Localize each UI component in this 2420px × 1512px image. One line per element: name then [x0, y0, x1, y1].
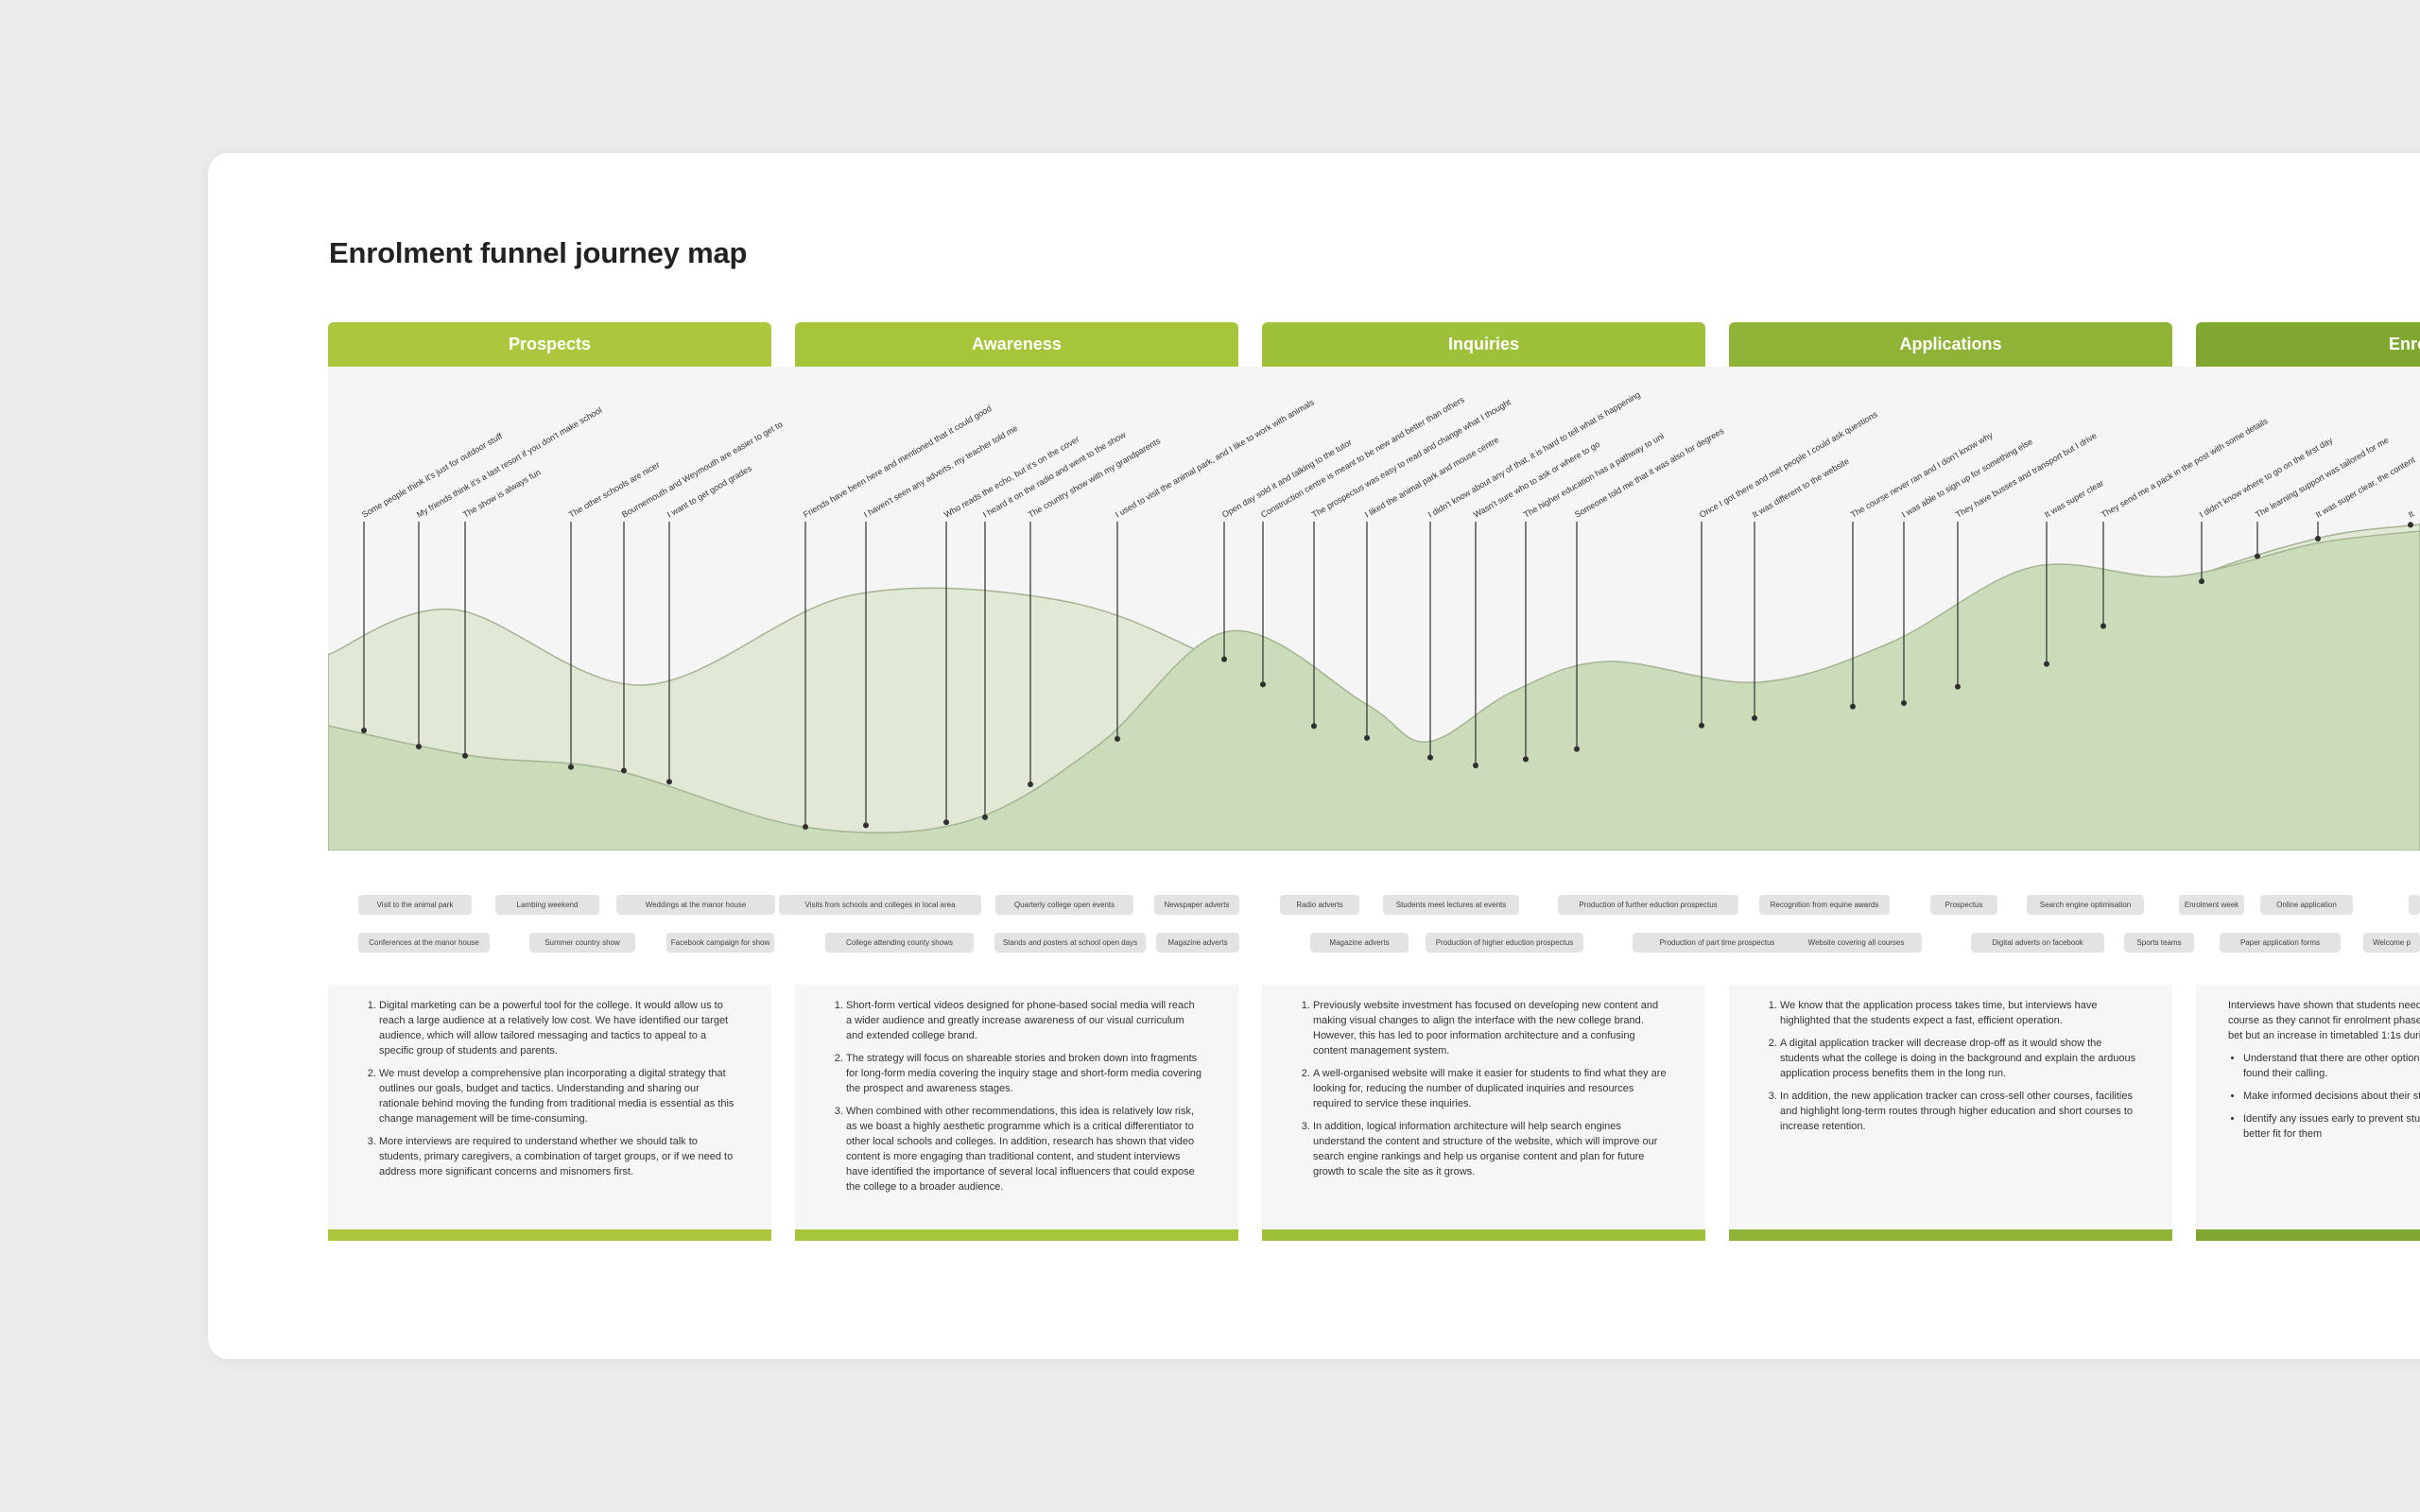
- touchpoint-chip: Visits from schools and colleges in loca…: [779, 895, 981, 915]
- touchpoint-chip: Magazine adverts: [1310, 933, 1409, 953]
- note-item: In addition, logical information archite…: [1313, 1119, 1669, 1179]
- note-item: Previously website investment has focuse…: [1313, 998, 1669, 1058]
- notes-bullets: Understand that there are other options …: [2228, 1051, 2420, 1142]
- touchpoint-chip: Paper application forms: [2220, 933, 2341, 953]
- note-item: We must develop a comprehensive plan inc…: [379, 1066, 735, 1126]
- note-item: More interviews are required to understa…: [379, 1134, 735, 1179]
- note-bullet: Make informed decisions about their stu …: [2243, 1089, 2420, 1104]
- notes-footer-bar: [1729, 1229, 2172, 1241]
- touchpoint-chip: College attending county shows: [825, 933, 974, 953]
- touchpoint-chip: Prospectus: [1930, 895, 1997, 915]
- touchpoint-chip: [2409, 895, 2420, 915]
- touchpoint-chip: Students meet lectures at events: [1383, 895, 1519, 915]
- touchpoint-chip: Search engine optimisation: [2027, 895, 2144, 915]
- emotion-curve-panel: [328, 367, 2420, 850]
- touchpoint-chip: Radio adverts: [1280, 895, 1359, 915]
- note-bullet: Understand that there are other options …: [2243, 1051, 2420, 1081]
- touchpoint-chip: Website covering all courses: [1790, 933, 1922, 953]
- note-item: We know that the application process tak…: [1780, 998, 2136, 1028]
- notes-footer-bar: [1262, 1229, 1705, 1241]
- notes-list: We know that the application process tak…: [1765, 998, 2136, 1134]
- notes-list: Digital marketing can be a powerful tool…: [364, 998, 735, 1179]
- notes-applications: We know that the application process tak…: [1729, 985, 2172, 1241]
- page-title: Enrolment funnel journey map: [329, 236, 748, 269]
- touchpoint-chip: Summer country show: [529, 933, 635, 953]
- note-item: Digital marketing can be a powerful tool…: [379, 998, 735, 1058]
- touchpoint-chip: Weddings at the manor house: [616, 895, 775, 915]
- touchpoint-chip: Production of further eduction prospectu…: [1558, 895, 1738, 915]
- touchpoint-chip: Sports teams: [2124, 933, 2194, 953]
- notes-footer-bar: [2196, 1229, 2420, 1241]
- note-intro: Interviews have shown that students need…: [2228, 1000, 2420, 1041]
- touchpoints-band: [328, 850, 2420, 985]
- notes-footer-bar: [795, 1229, 1238, 1241]
- touchpoint-chip: Enrolment week: [2179, 895, 2244, 915]
- notes-awareness: Short-form vertical videos designed for …: [795, 985, 1238, 1241]
- notes-enrolment: Interviews have shown that students need…: [2196, 985, 2420, 1241]
- note-item: A digital application tracker will decre…: [1780, 1036, 2136, 1081]
- note-item: In addition, the new application tracker…: [1780, 1089, 2136, 1134]
- touchpoint-chip: Newspaper adverts: [1154, 895, 1239, 915]
- notes-inquiries: Previously website investment has focuse…: [1262, 985, 1705, 1241]
- note-item: The strategy will focus on shareable sto…: [846, 1051, 1202, 1096]
- touchpoint-chip: Conferences at the manor house: [358, 933, 490, 953]
- touchpoint-chip: Lambing weekend: [495, 895, 599, 915]
- touchpoint-chip: Magazine adverts: [1156, 933, 1239, 953]
- touchpoint-chip: Production of higher eduction prospectus: [1426, 933, 1583, 953]
- notes-prospects: Digital marketing can be a powerful tool…: [328, 985, 771, 1241]
- notes-list: Short-form vertical videos designed for …: [831, 998, 1202, 1194]
- touchpoint-chip: Production of part time prospectus: [1633, 933, 1802, 953]
- touchpoint-chip: Facebook campaign for show: [666, 933, 774, 953]
- note-item: When combined with other recommendations…: [846, 1104, 1202, 1194]
- touchpoint-chip: Digital adverts on facebook: [1971, 933, 2104, 953]
- stage-header-applications: Applications: [1729, 322, 2172, 367]
- note-item: Short-form vertical videos designed for …: [846, 998, 1202, 1043]
- touchpoint-chip: Visit to the animal park: [358, 895, 472, 915]
- touchpoint-chip: Stands and posters at school open days: [994, 933, 1146, 953]
- stage-header-inquiries: Inquiries: [1262, 322, 1705, 367]
- notes-list: Previously website investment has focuse…: [1298, 998, 1669, 1179]
- note-item: A well-organised website will make it ea…: [1313, 1066, 1669, 1111]
- stage-header-enrolment: Enro: [2196, 322, 2420, 367]
- touchpoint-chip: Online application: [2260, 895, 2353, 915]
- touchpoint-chip: Quarterly college open events: [995, 895, 1133, 915]
- stage-header-awareness: Awareness: [795, 322, 1238, 367]
- stage-header-prospects: Prospects: [328, 322, 771, 367]
- touchpoint-chip: Recognition from equine awards: [1759, 895, 1890, 915]
- notes-footer-bar: [328, 1229, 771, 1241]
- touchpoint-chip: Welcome p: [2363, 933, 2420, 953]
- note-bullet: Identify any issues early to prevent stu…: [2243, 1111, 2420, 1142]
